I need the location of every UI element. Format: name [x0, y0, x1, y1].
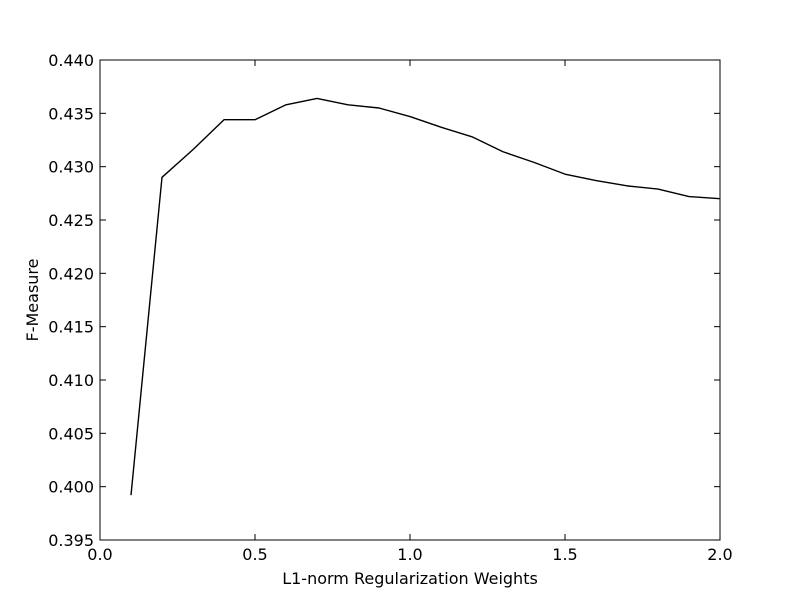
- x-tick-label: 0.5: [242, 545, 267, 564]
- y-tick-label: 0.410: [48, 371, 94, 390]
- y-tick-label: 0.420: [48, 264, 94, 283]
- x-tick-label: 1.5: [552, 545, 577, 564]
- y-tick-label: 0.405: [48, 424, 94, 443]
- y-tick-label: 0.430: [48, 158, 94, 177]
- x-axis-label: L1-norm Regularization Weights: [282, 569, 538, 588]
- y-tick-label: 0.400: [48, 478, 94, 497]
- ticks-layer: 0.0 0.5 1.0 1.5 2.0 0.395 0.400 0.405 0.410 0.415…: [48, 51, 733, 564]
- y-tick-label: 0.425: [48, 211, 94, 230]
- y-tick-label: 0.440: [48, 51, 94, 70]
- y-tick-label: 0.415: [48, 318, 94, 337]
- y-tick-label: 0.395: [48, 531, 94, 550]
- y-axis-label: F-Measure: [23, 259, 42, 342]
- series-line: [130, 97, 721, 496]
- x-tick-label: 2.0: [707, 545, 732, 564]
- x-tick-label: 1.0: [397, 545, 422, 564]
- series-layer: [130, 97, 721, 496]
- plot-frame: [99, 59, 721, 541]
- x-tick-label: 0.0: [87, 545, 112, 564]
- y-tick-label: 0.435: [48, 104, 94, 123]
